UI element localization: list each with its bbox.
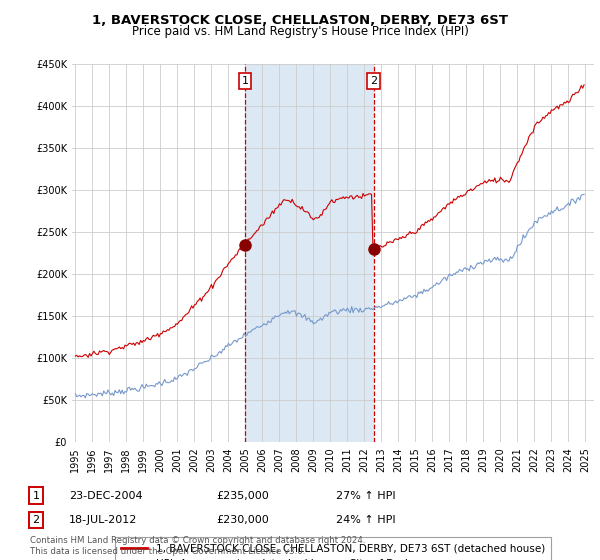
Text: 18-JUL-2012: 18-JUL-2012 (69, 515, 137, 525)
Bar (245, 64, 374, 442)
Text: £230,000: £230,000 (216, 515, 269, 525)
Text: 1: 1 (32, 491, 40, 501)
Legend: 1, BAVERSTOCK CLOSE, CHELLASTON, DERBY, DE73 6ST (detached house), HPI: Average : 1, BAVERSTOCK CLOSE, CHELLASTON, DERBY, … (115, 538, 551, 560)
Text: 23-DEC-2004: 23-DEC-2004 (69, 491, 143, 501)
Text: 27% ↑ HPI: 27% ↑ HPI (336, 491, 395, 501)
Text: £235,000: £235,000 (216, 491, 269, 501)
Text: Contains HM Land Registry data © Crown copyright and database right 2024.
This d: Contains HM Land Registry data © Crown c… (30, 536, 365, 556)
Text: 24% ↑ HPI: 24% ↑ HPI (336, 515, 395, 525)
Text: 1: 1 (241, 76, 248, 86)
Text: Price paid vs. HM Land Registry's House Price Index (HPI): Price paid vs. HM Land Registry's House … (131, 25, 469, 38)
Text: 2: 2 (370, 76, 377, 86)
Text: 2: 2 (32, 515, 40, 525)
Text: 1, BAVERSTOCK CLOSE, CHELLASTON, DERBY, DE73 6ST: 1, BAVERSTOCK CLOSE, CHELLASTON, DERBY, … (92, 14, 508, 27)
